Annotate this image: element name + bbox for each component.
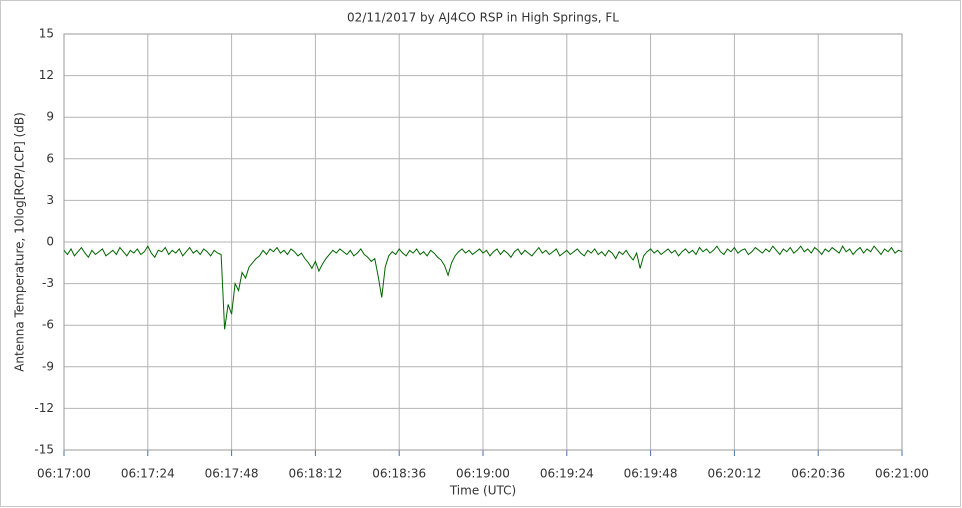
x-axis-label: Time (UTC) [449,484,516,498]
y-tick-label: -3 [42,276,54,290]
x-tick-label: 06:20:36 [791,467,845,481]
x-tick-label: 06:17:48 [205,467,259,481]
y-axis-label: Antenna Temperature, 10log[RCP/LCP] (dB) [13,112,27,372]
x-tick-label: 06:19:24 [540,467,594,481]
chart-title: 02/11/2017 by AJ4CO RSP in High Springs,… [347,11,619,25]
y-tick-label: 3 [46,193,54,207]
x-tick-label: 06:19:00 [456,467,510,481]
x-tick-label: 06:20:12 [707,467,761,481]
x-tick-label: 06:18:36 [372,467,426,481]
data-line [63,245,903,330]
x-tick-label: 06:17:24 [121,467,175,481]
y-tick-label: 9 [46,110,54,124]
y-tick-label: -6 [42,318,54,332]
x-tick-label: 06:17:00 [37,467,91,481]
x-tick-label: 06:18:12 [288,467,342,481]
y-tick-label: -9 [42,359,54,373]
y-tick-label: 12 [39,68,54,82]
y-tick-label: 15 [39,27,54,41]
y-tick-label: 0 [46,235,54,249]
plot-border [63,33,903,451]
y-tick-label: -12 [34,401,54,415]
x-tick-label: 06:19:48 [624,467,678,481]
y-tick-label: 6 [46,151,54,165]
x-tick-label: 06:21:00 [875,467,929,481]
y-tick-label: -15 [34,443,54,457]
